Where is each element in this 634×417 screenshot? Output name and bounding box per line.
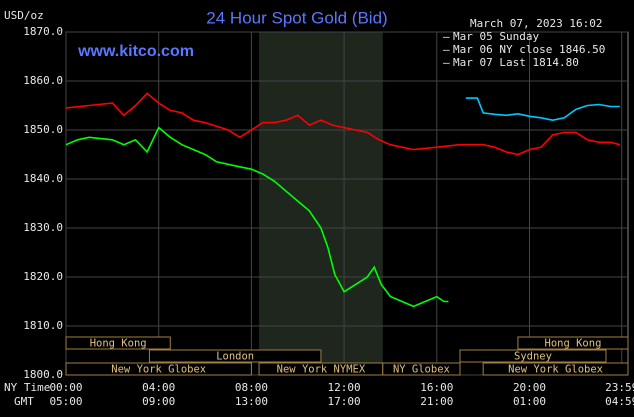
x-row-label: GMT [14,395,34,408]
legend-marker: — [443,56,450,69]
y-tick-label: 1850.0 [23,123,63,136]
y-tick-label: 1840.0 [23,172,63,185]
legend-title: March 07, 2023 16:02 [470,17,602,30]
series-line [65,92,621,156]
legend-label: Mar 05 Sunday [453,30,539,43]
series-line [65,126,449,308]
session-shade [259,32,383,375]
session-box [65,336,171,350]
session-label: New York Globex [508,364,603,376]
session-label: NY Globex [393,364,450,376]
session-box [65,362,252,376]
x-tick-label: 23:59 [605,381,634,394]
session-label: Hong Kong [545,338,602,350]
x-tick-label: 16:00 [420,381,453,394]
chart-title: 24 Hour Spot Gold (Bid) [206,8,387,27]
x-gmt-label: 13:00 [235,395,268,408]
y-tick-label: 1860.0 [23,74,63,87]
site-label: www.kitco.com [77,43,194,60]
session-label: London [216,351,254,363]
x-tick-label: 00:00 [49,381,82,394]
session-label: New York NYMEX [277,364,366,376]
y-tick-label: 1800.0 [23,368,63,381]
y-tick-label: 1820.0 [23,270,63,283]
x-gmt-label: 01:00 [513,395,546,408]
x-gmt-label: 21:00 [420,395,453,408]
x-tick-label: 04:00 [142,381,175,394]
legend-label: Mar 07 Last 1814.80 [453,56,579,69]
x-tick-label: 20:00 [513,381,546,394]
legend-marker: — [443,43,450,56]
y-tick-label: 1830.0 [23,221,63,234]
session-box [517,336,629,350]
session-label: Hong Kong [90,338,147,350]
session-box [459,349,607,363]
x-tick-label: 08:00 [235,381,268,394]
legend-marker: — [443,30,450,43]
x-tick-label: 12:00 [328,381,361,394]
y-tick-label: 1810.0 [23,319,63,332]
x-row-label: NY Time [4,381,50,394]
unit-label: USD/oz [4,9,44,22]
x-gmt-label: 17:00 [328,395,361,408]
session-box [148,349,322,363]
x-gmt-label: 04:59 [605,395,634,408]
x-gmt-label: 05:00 [49,395,82,408]
plot-layer [65,31,629,376]
session-label: Sydney [514,351,552,363]
series-line [465,97,620,122]
legend-label: Mar 06 NY close 1846.50 [453,43,605,56]
session-label: New York Globex [111,364,206,376]
y-tick-label: 1870.0 [23,25,63,38]
session-box [482,362,629,376]
x-gmt-label: 09:00 [142,395,175,408]
session-box [382,362,461,376]
